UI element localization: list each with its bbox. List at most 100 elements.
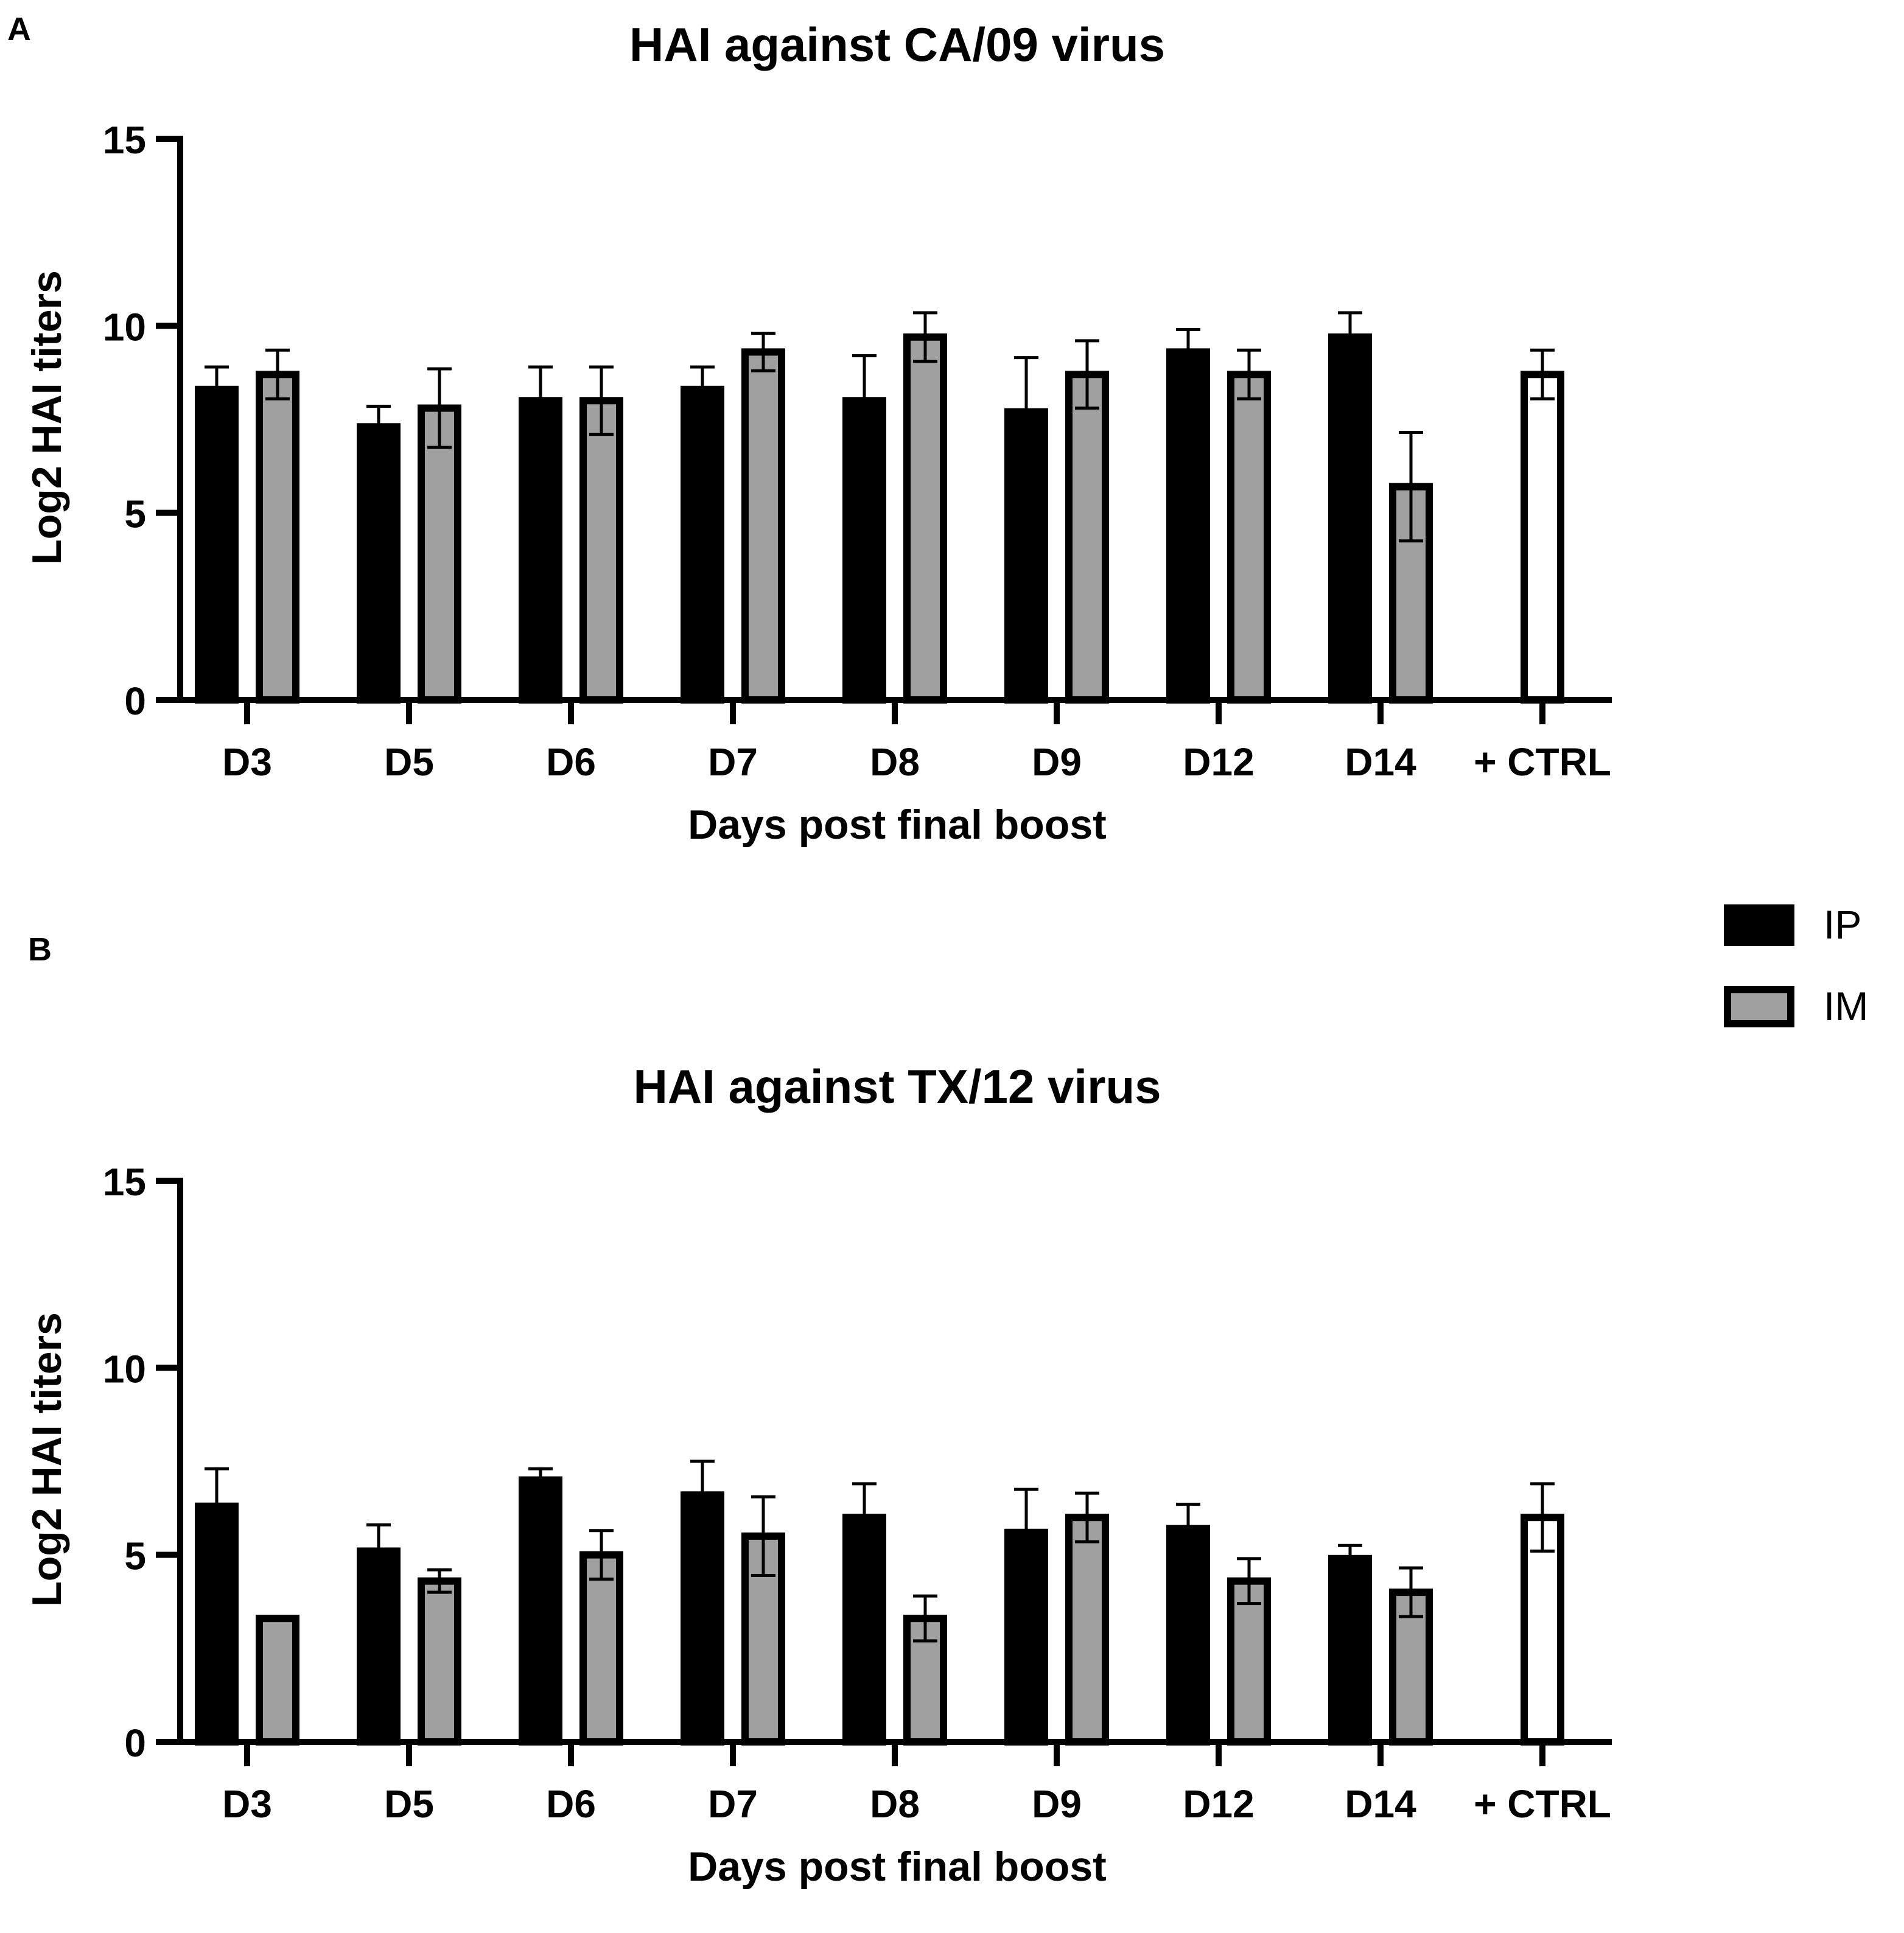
- chart-a-errorbar-ip-d3: [205, 365, 229, 414]
- chart-b-errorbar-ip-d12: [1176, 1503, 1200, 1555]
- chart-b-errorbar-im-d7: [751, 1495, 775, 1577]
- chart-b-errorbar-im-d6: [589, 1529, 614, 1581]
- chart-b-xtick-label: D7: [708, 1782, 758, 1826]
- chart-a-errorbar-im-d8: [913, 311, 937, 363]
- chart-b-bar-im-d5: [418, 1577, 461, 1746]
- chart-b-errorbar-im-d9: [1075, 1491, 1099, 1543]
- chart-a-bar-ip-d5: [357, 423, 401, 704]
- chart-b-bar-im-d12: [1227, 1577, 1271, 1746]
- chart-a-xtick-label: D3: [222, 740, 272, 784]
- chart-b-errorbar-ctrl-ctrl: [1530, 1482, 1555, 1553]
- chart-b-errorbar-im-d5: [427, 1568, 452, 1594]
- chart-a-errorbar-im-d9: [1075, 339, 1099, 410]
- chart-b-xtick-label: D14: [1345, 1782, 1416, 1826]
- chart-b-xtick-label: D9: [1032, 1782, 1082, 1826]
- chart-b-xtick-label: + CTRL: [1474, 1782, 1611, 1826]
- chart-b-errorbar-ip-d14: [1338, 1543, 1362, 1573]
- chart-b-bar-ip-d7: [681, 1491, 724, 1746]
- chart-a-xtick-label: D7: [708, 740, 758, 784]
- chart-a-xtick-label: D6: [546, 740, 596, 784]
- chart-a-xtick-label: D5: [384, 740, 434, 784]
- chart-a-errorbar-ip-d12: [1176, 327, 1200, 376]
- chart-a-ytick-label: 0: [124, 679, 146, 723]
- chart-b-xlabel: Days post final boost: [688, 1844, 1107, 1890]
- chart-b-xtick-label: D5: [384, 1782, 434, 1826]
- chart-a-xtick-label: D12: [1183, 740, 1254, 784]
- chart-a-errorbar-ip-d8: [852, 354, 877, 447]
- chart-b-xtick-label: D6: [546, 1782, 596, 1826]
- chart-a-bar-ip-d12: [1166, 348, 1210, 704]
- chart-b-ytick-label: 15: [103, 1160, 146, 1204]
- chart-a-bar-im-d12: [1227, 371, 1271, 704]
- legend: IP IM: [1724, 902, 1868, 1029]
- chart-b-errorbar-im-d8: [913, 1594, 937, 1643]
- chart-a-bar-im-d7: [741, 348, 785, 704]
- chart-b-xtick-label: D12: [1183, 1782, 1254, 1826]
- chart-b-title: HAI against TX/12 virus: [634, 1060, 1161, 1113]
- chart-b-bar-im-d6: [579, 1551, 623, 1746]
- chart-a-errorbar-im-d6: [589, 365, 614, 436]
- panel-label-a: A: [7, 11, 31, 47]
- chart-a: HAI against CA/09 virus D3 D5 D6 D7 D8 D9 D12 D…: [24, 18, 1612, 848]
- chart-a-xtick-label: + CTRL: [1474, 740, 1611, 784]
- legend-label-ip: IP: [1824, 902, 1861, 947]
- legend-label-im: IM: [1824, 984, 1868, 1029]
- chart-b-errorbar-ip-d7: [690, 1459, 715, 1531]
- chart-a-bar-ip-d7: [681, 385, 724, 704]
- chart-a-errorbar-ip-d9: [1014, 356, 1038, 468]
- chart-a-bar-ip-d3: [195, 385, 239, 704]
- chart-b-ytick-label: 5: [124, 1534, 146, 1578]
- chart-a-errorbar-im-d12: [1237, 348, 1261, 400]
- chart-a-xtick-label: D8: [870, 740, 920, 784]
- chart-b-ytick-label: 0: [124, 1721, 146, 1765]
- chart-a-bar-im-d9: [1065, 371, 1109, 704]
- chart-a-bar-ctrl-ctrl: [1521, 371, 1564, 704]
- chart-a-errorbar-ip-d5: [366, 404, 391, 449]
- chart-b-bar-ip-d5: [357, 1547, 401, 1746]
- chart-b-bar-im-d9: [1065, 1514, 1109, 1746]
- chart-b-bar-ip-d14: [1328, 1554, 1372, 1746]
- chart-b-bar-ip-d6: [519, 1476, 562, 1746]
- chart-a-ytick-label: 10: [103, 305, 146, 349]
- chart-a-bar-ip-d14: [1328, 333, 1372, 704]
- chart-a-errorbar-ip-d7: [690, 365, 715, 414]
- chart-b-ytick-label: 10: [103, 1347, 146, 1391]
- chart-a-ytick-label: 15: [103, 118, 146, 162]
- chart-a-xtick-label: D14: [1345, 740, 1416, 784]
- chart-a-ylabel: Log2 HAI titers: [24, 270, 70, 565]
- chart-a-xtick-label: D9: [1032, 740, 1082, 784]
- legend-swatch-im: [1724, 986, 1794, 1027]
- chart-b-bar-im-d3: [256, 1615, 299, 1746]
- chart-a-bar-ip-d6: [519, 397, 562, 704]
- chart-a-errorbar-ip-d6: [528, 365, 553, 436]
- chart-b-errorbar-ip-d5: [366, 1523, 391, 1579]
- chart-a-bar-im-d5: [418, 404, 461, 704]
- chart-b-bar-ip-d8: [842, 1514, 886, 1746]
- chart-a-bar-im-d8: [903, 333, 947, 704]
- chart-b: HAI against TX/12 virus D3 D5 D6 D7 D8 D9 D12 D…: [24, 1060, 1612, 1890]
- chart-b-bar-ip-d12: [1166, 1525, 1210, 1746]
- chart-b-xtick-label: D8: [870, 1782, 920, 1826]
- chart-b-plot: D3 D5 D6 D7 D8 D9 D12 D14 + CTRL 0 5 10 15: [103, 1160, 1612, 1826]
- chart-a-errorbar-ctrl-ctrl: [1530, 348, 1555, 400]
- chart-a-errorbar-im-d14: [1399, 431, 1423, 543]
- chart-a-errorbar-im-d7: [751, 332, 775, 372]
- chart-a-bar-im-d3: [256, 371, 299, 704]
- chart-b-errorbar-im-d14: [1399, 1566, 1423, 1618]
- chart-a-errorbar-ip-d14: [1338, 311, 1362, 363]
- chart-b-errorbar-ip-d8: [852, 1482, 877, 1553]
- chart-b-ylabel: Log2 HAI titers: [24, 1312, 70, 1607]
- chart-a-ytick-label: 5: [124, 492, 146, 536]
- panel-label-b: B: [28, 931, 52, 968]
- chart-b-errorbar-ip-d6: [528, 1467, 553, 1493]
- chart-b-errorbar-ip-d3: [205, 1467, 229, 1545]
- chart-b-errorbar-ip-d9: [1014, 1487, 1038, 1577]
- chart-a-xlabel: Days post final boost: [688, 802, 1107, 848]
- chart-a-title: HAI against CA/09 virus: [629, 18, 1165, 71]
- chart-a-errorbar-im-d3: [265, 348, 290, 400]
- chart-b-errorbar-im-d12: [1237, 1557, 1261, 1606]
- chart-b-xtick-label: D3: [222, 1782, 272, 1826]
- chart-a-plot: D3 D5 D6 D7 D8 D9 D12 D14 + CTRL 0 5 10 15: [103, 118, 1612, 784]
- legend-swatch-ip: [1724, 904, 1794, 946]
